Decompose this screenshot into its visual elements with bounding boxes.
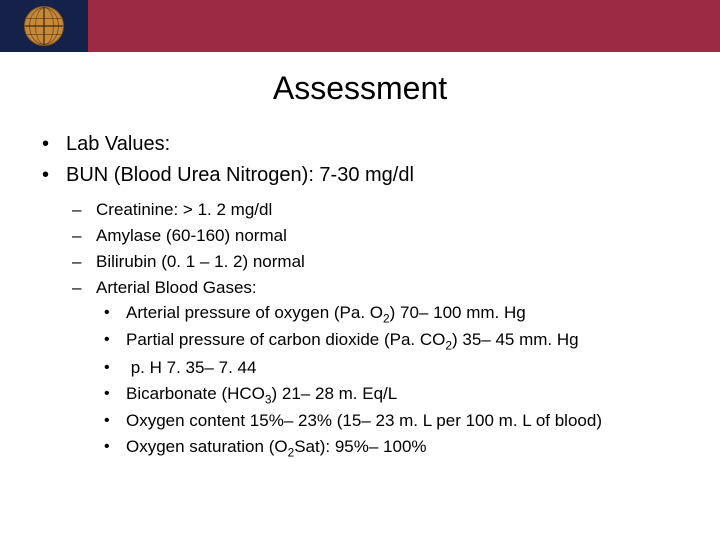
bullet-bilirubin: Bilirubin (0. 1 – 1. 2) normal bbox=[66, 251, 720, 274]
bullet-creatinine: Creatinine: > 1. 2 mg/dl bbox=[66, 199, 720, 222]
slide-title: Assessment bbox=[0, 70, 720, 107]
bullet-hco3: Bicarbonate (HCO3) 21– 28 m. Eq/L bbox=[96, 383, 720, 407]
bullet-bun-text: BUN (Blood Urea Nitrogen): 7-30 mg/dl bbox=[66, 164, 414, 186]
header-navy-block bbox=[0, 0, 88, 52]
bullet-o2content: Oxygen content 15%– 23% (15– 23 m. L per… bbox=[96, 410, 720, 433]
header-bar bbox=[0, 0, 720, 52]
slide-content: Lab Values: BUN (Blood Urea Nitrogen): 7… bbox=[0, 131, 720, 460]
bullet-pao2: Arterial pressure of oxygen (Pa. O2) 70–… bbox=[96, 302, 720, 326]
bullet-bun: BUN (Blood Urea Nitrogen): 7-30 mg/dl Cr… bbox=[36, 162, 720, 460]
bullet-paco2: Partial pressure of carbon dioxide (Pa. … bbox=[96, 329, 720, 353]
bullet-ph: p. H 7. 35– 7. 44 bbox=[96, 357, 720, 380]
bullet-abg: Arterial Blood Gases: Arterial pressure … bbox=[66, 277, 720, 461]
bullet-amylase: Amylase (60-160) normal bbox=[66, 225, 720, 248]
header-maroon-block bbox=[88, 0, 720, 52]
bullet-lab-values: Lab Values: bbox=[36, 131, 720, 158]
bullet-o2sat: Oxygen saturation (O2Sat): 95%– 100% bbox=[96, 436, 720, 460]
bullet-abg-text: Arterial Blood Gases: bbox=[96, 278, 257, 297]
globe-icon bbox=[24, 6, 64, 46]
